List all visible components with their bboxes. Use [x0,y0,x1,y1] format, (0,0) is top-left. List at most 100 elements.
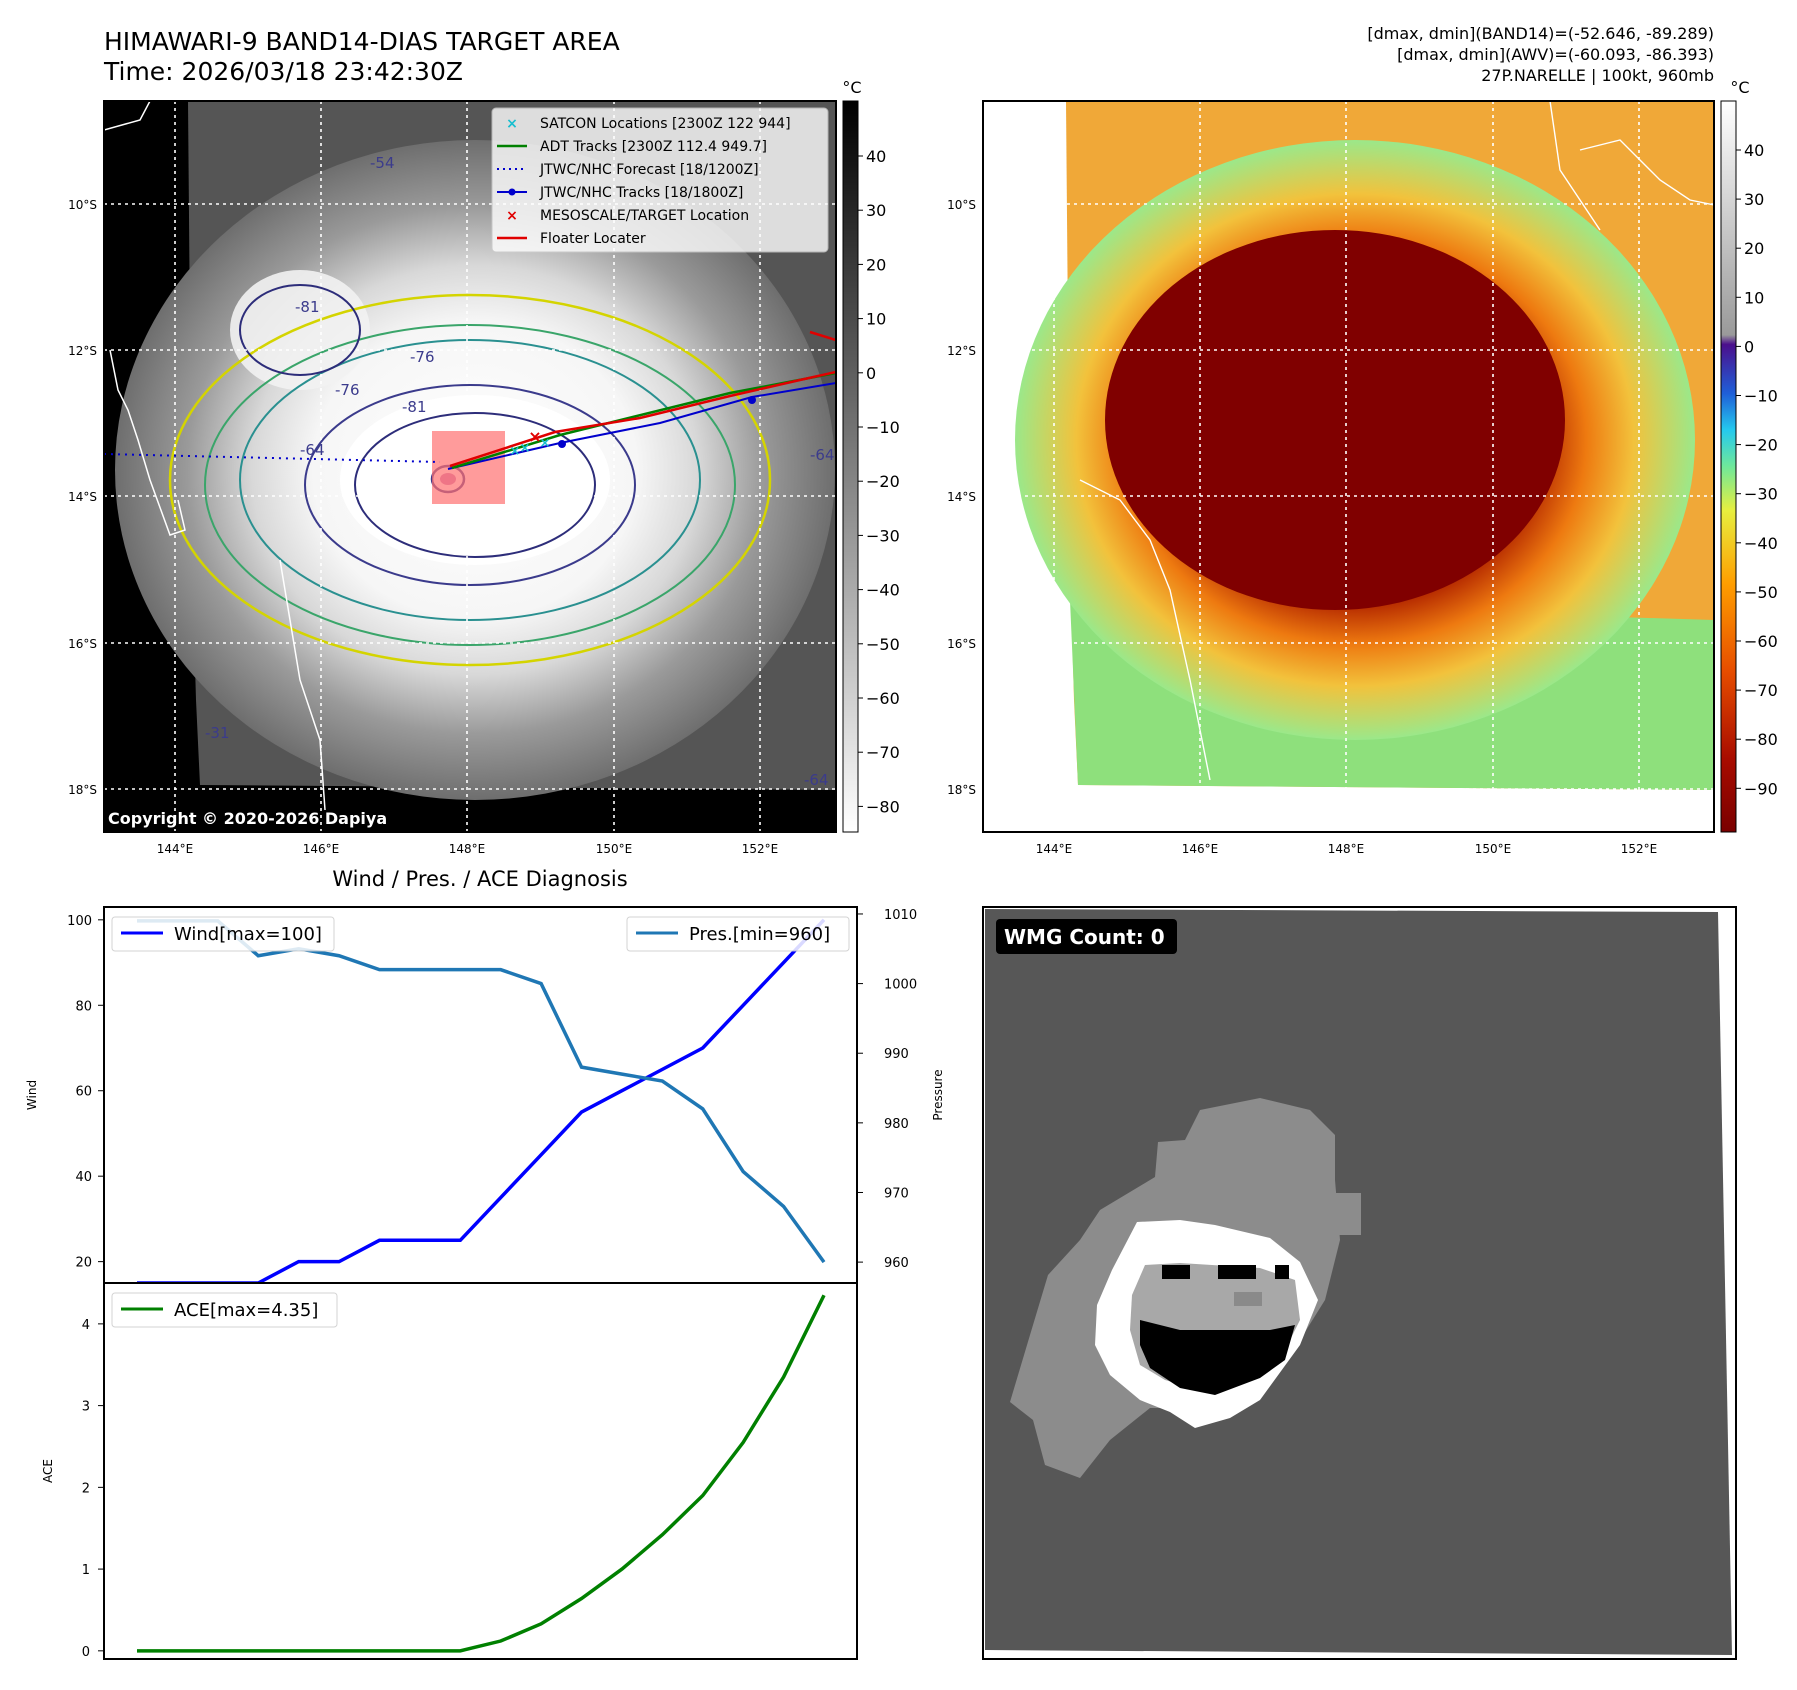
map-panel-ir: × × × × -81 -76 -76 -81 -64 -54 -64 -31 -6… [68,100,837,856]
colorbar-gray-tick-label: −70 [866,743,900,762]
lat-label: 10°S [947,198,976,212]
target-legend-icon: × [506,208,518,224]
wmg-black-patch [1218,1265,1256,1279]
jtwc-track-point [558,440,566,448]
ace-ytick-label: 0 [82,1645,90,1660]
satcon-legend-icon: × [506,116,518,132]
ace-ytick-label: 3 [82,1400,90,1415]
lat-label: 10°S [68,198,97,212]
colorbar-color-bar [1720,100,1737,833]
svg-text:×: × [540,436,551,451]
pressure-ytick-label: 980 [884,1117,909,1132]
wmg-coverage [985,909,1732,1655]
wmg-badge [996,919,1177,954]
ace-ytick-label: 1 [82,1563,90,1578]
colorbar-color-tick-label: −10 [1744,387,1778,406]
ace-ytick-label: 2 [82,1481,90,1496]
contour-navy-inner [354,412,596,558]
figure-time: Time: 2026/03/18 23:42:30Z [103,57,463,86]
lat-label: 14°S [947,490,976,504]
colorbar-color-tick-label: −90 [1744,779,1778,798]
legend-floater: Floater Locater [540,231,646,247]
contour-label: -81 [402,398,427,416]
contour-teal [239,339,701,621]
lat-label: 18°S [947,783,976,797]
wmg-gray-patch [1234,1292,1262,1306]
legend-satcon: SATCON Locations [2300Z 122 944] [540,116,791,132]
pressure-ytick-label: 990 [884,1047,909,1062]
wind-ylabel: Wind [25,1080,39,1110]
mesoscale-target-box [432,431,505,504]
pressure-ytick-label: 1000 [884,978,917,993]
colorbar-color: °C 40 30 20 10 0 −10 −20 −30 −40 −50 −60 −70 −80 −90 [1720,78,1778,833]
map2-lat-labels: 10°S 12°S 14°S 16°S 18°S [947,198,976,797]
colorbar-color-tick-label: 10 [1744,288,1764,307]
colorbar-color-tick-label: 20 [1744,239,1764,258]
wmg-black-patch [1275,1265,1289,1279]
ace-ylabel: ACE [41,1459,55,1483]
map2-gridlines [983,101,1714,832]
contour-label: -64 [804,771,829,789]
legend-adt: ADT Tracks [2300Z 112.4 949.7] [540,139,767,155]
svg-text:×: × [510,444,521,459]
floater-locater-edge [809,330,836,342]
map-frame [103,100,837,833]
chart-title: Wind / Pres. / ACE Diagnosis [332,867,627,891]
colorbar-gray-tick-label: 30 [866,201,886,220]
colorbar-color-unit: °C [1730,78,1749,97]
ace-series-line [137,1294,826,1653]
colorbar-gray-unit: °C [842,78,861,97]
colorbar-gray-tick-label: −10 [866,418,900,437]
coastline-color [1079,101,1714,781]
mesoscale-target-marker: × [528,427,541,446]
contour-label: -64 [810,446,835,464]
contour-label: -76 [410,348,435,366]
lon-label: 144°E [1036,842,1073,856]
lon-label: 152°E [1621,842,1658,856]
colorbar-color-tick-label: −40 [1744,534,1778,553]
pressure-ylabel: Pressure [931,1069,945,1120]
colorbar-gray-tick-label: −60 [866,689,900,708]
pressure-ytick-label: 960 [884,1256,909,1271]
lon-label: 152°E [742,842,779,856]
wind-ytick-label: 40 [75,1170,92,1185]
jtwc-track-point [748,396,756,404]
colorbar-gray-tick-label: −40 [866,581,900,600]
colorbar-gray-tick-label: −80 [866,797,900,816]
legend-tracks: JTWC/NHC Tracks [18/1800Z] [539,185,743,201]
wind-ytick-label: 100 [67,914,92,929]
colorbar-gray-tick-label: 0 [866,364,876,383]
floater-locater-line [449,370,836,468]
contour-navy-outer [304,384,636,586]
pressure-ytick-label: 1010 [884,908,917,923]
pres-legend-box [626,916,850,952]
contour-label: -64 [300,441,325,459]
info-awv: [dmax, dmin](AWV)=(-60.093, -86.393) [1397,45,1714,64]
lon-label: 150°E [1475,842,1512,856]
lat-label: 12°S [68,344,97,358]
lon-label: 148°E [1328,842,1365,856]
lon-label: 146°E [1182,842,1219,856]
map-lon-labels: 144°E 146°E 148°E 150°E 152°E [157,842,779,856]
map2-frame [982,100,1715,833]
contour-label: -81 [295,298,320,316]
colorbar-gray-tick-label: −50 [866,635,900,654]
satcon-markers: × × × [510,436,551,459]
legend-target: MESOSCALE/TARGET Location [540,208,749,224]
lon-label: 144°E [157,842,194,856]
colorbar-color-tick-label: 0 [1744,337,1754,356]
wind-ytick-label: 80 [75,999,92,1014]
coastline [104,101,326,811]
lat-label: 12°S [947,344,976,358]
legend-forecast: JTWC/NHC Forecast [18/1200Z] [539,162,759,178]
colorbar-gray: °C 40 30 20 10 0 −10 −20 −30 −40 −50 −60 −70 −80 [842,78,900,833]
wind-pres-axes [103,906,858,1284]
wind-legend-box [111,916,335,952]
info-storm: 27P.NARELLE | 100kt, 960mb [1481,66,1714,85]
colorbar-color-tick-label: −80 [1744,730,1778,749]
info-band14: [dmax, dmin](BAND14)=(-52.646, -89.289) [1367,24,1714,43]
jtwc-forecast-line [104,453,441,463]
colorbar-color-tick-label: −30 [1744,485,1778,504]
ace-ytick-label: 4 [82,1318,90,1333]
wmg-badge-text: WMG Count: 0 [1004,925,1165,949]
